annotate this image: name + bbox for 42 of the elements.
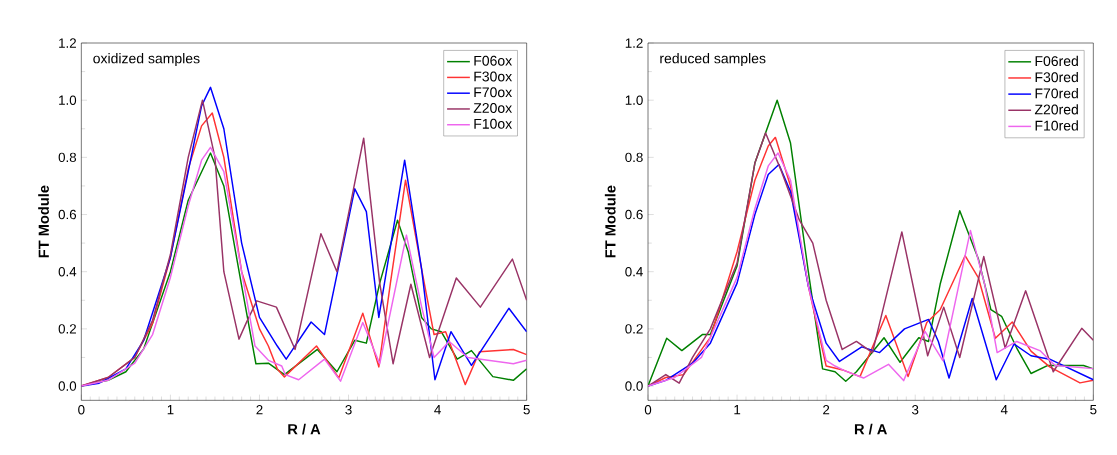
x-tick-label: 0	[78, 405, 85, 415]
y-tick-label: 0.2	[58, 324, 76, 334]
y-tick-label: 0.6	[625, 209, 643, 220]
x-tick-label: 0	[644, 405, 652, 415]
y-axis-title: FT Module	[604, 185, 616, 258]
x-axis-title: R / A	[288, 423, 321, 435]
legend-label: F10ox	[474, 118, 512, 129]
legend-label: F06ox	[474, 55, 512, 66]
x-tick-label: 3	[912, 405, 919, 415]
y-tick-label: 0.8	[58, 152, 77, 163]
y-tick-label: 0.4	[58, 266, 77, 277]
y-tick-label: 0.0	[58, 381, 77, 391]
legend-label: F70red	[1035, 88, 1078, 99]
x-tick-label: 4	[434, 405, 441, 415]
y-tick-label: 0.4	[625, 266, 643, 277]
legend-label: F30red	[1035, 71, 1078, 83]
legend-label: F10red	[1035, 120, 1078, 131]
x-tick-label: 2	[823, 405, 830, 415]
y-tick-label: 0.8	[625, 152, 643, 163]
x-tick-label: 4	[1000, 405, 1008, 415]
x-tick-label: 3	[345, 405, 352, 415]
legend-label: F06red	[1035, 55, 1078, 67]
y-axis-title: FT Module	[38, 185, 49, 258]
y-tick-label: 1.0	[59, 95, 77, 105]
y-tick-label: 0.6	[58, 209, 77, 220]
y-tick-label: 1.0	[625, 95, 643, 105]
x-tick-label: 1	[734, 405, 741, 415]
x-tick-label: 5	[523, 405, 530, 415]
legend-label: F70ox	[474, 87, 512, 98]
text: oxidized samples	[93, 53, 200, 67]
y-tick-label: 0.0	[625, 381, 643, 391]
legend-label: Z20red	[1034, 104, 1078, 115]
y-tick-label: 1.2	[625, 38, 643, 48]
x-axis-title: R / A	[854, 423, 887, 435]
legend-label: F30ox	[474, 71, 512, 82]
x-tick-label: 1	[167, 405, 174, 415]
x-tick-label: 5	[1090, 405, 1097, 415]
text: reduced samples	[660, 53, 766, 67]
legend-label: Z20ox	[473, 103, 512, 113]
y-tick-label: 0.2	[625, 324, 643, 334]
x-tick-label: 2	[256, 405, 263, 415]
y-tick-label: 1.2	[59, 38, 76, 48]
